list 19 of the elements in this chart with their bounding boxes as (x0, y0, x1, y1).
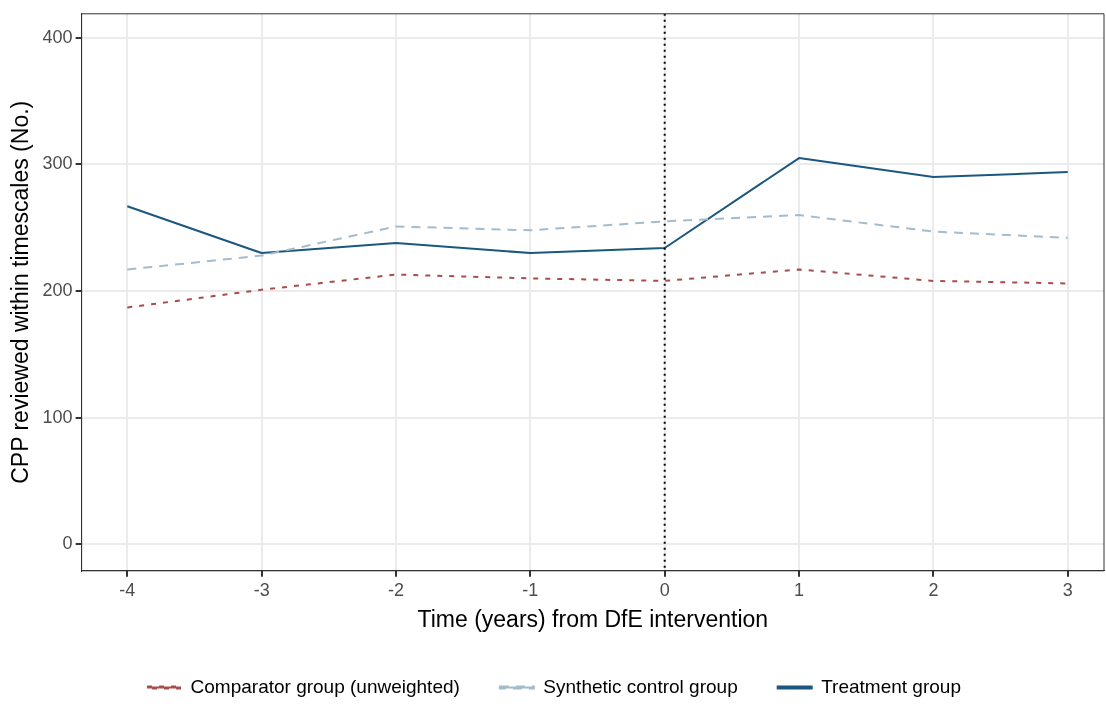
legend-label: Synthetic control group (543, 675, 738, 697)
x-tick-label: -1 (522, 579, 539, 600)
x-tick-label: -3 (253, 579, 270, 600)
line-series (126, 214, 1069, 271)
x-tick-label: 1 (794, 579, 805, 600)
legend-label: Treatment group (821, 675, 961, 697)
y-axis-title: CPP reviewed within timescales (No.) (7, 100, 34, 484)
x-tick-label: 0 (659, 579, 670, 600)
y-tick-label: 200 (42, 280, 73, 300)
x-tick-label: -2 (387, 579, 405, 600)
y-tick-label: 400 (42, 26, 73, 47)
y-tick-label: 100 (42, 406, 73, 427)
x-tick-label: -4 (119, 579, 136, 600)
x-tick-label: 3 (1062, 579, 1073, 600)
x-axis-title: Time (years) from DfE intervention (417, 605, 769, 632)
legend-label: Comparator group (unweighted) (190, 675, 460, 697)
y-tick-label: 0 (62, 533, 73, 554)
x-tick-label: 2 (928, 579, 939, 600)
y-tick-label: 300 (42, 153, 73, 174)
